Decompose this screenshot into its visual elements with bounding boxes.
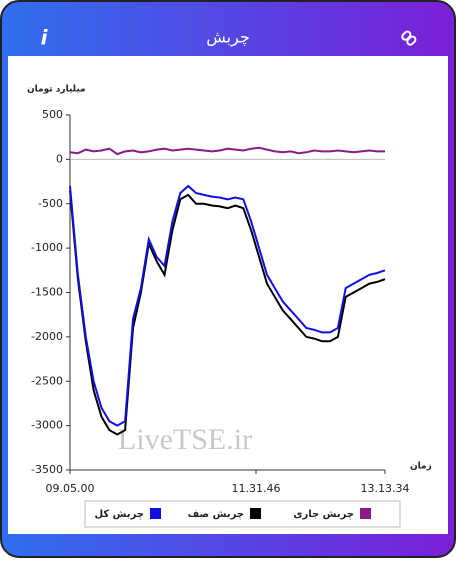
y-axis-label: میلیارد تومان xyxy=(27,85,86,95)
watermark: LiveTSE.ir xyxy=(118,423,252,456)
link-icon[interactable] xyxy=(401,30,417,46)
y-tick-label: 0 xyxy=(56,152,63,165)
series-line xyxy=(69,184,386,427)
y-tick-label: -3500 xyxy=(31,463,63,476)
legend-swatch xyxy=(360,508,371,519)
y-tick-label: -2000 xyxy=(31,330,63,343)
legend-label: چربش کل xyxy=(94,509,144,520)
y-tick-label: 500 xyxy=(42,108,63,121)
x-tick-label: 09.05.00 xyxy=(46,482,95,495)
panel xyxy=(8,56,448,534)
y-tick-label: -1000 xyxy=(31,241,63,254)
series-line xyxy=(69,190,386,436)
x-tick-label: 13.13.34 xyxy=(361,482,410,495)
legend-label: چربش صف xyxy=(188,509,244,520)
series-line xyxy=(69,146,385,156)
legend-label: چربش جاری xyxy=(293,509,354,520)
legend-swatch xyxy=(250,508,261,519)
legend xyxy=(84,500,401,528)
legend-swatch xyxy=(150,508,161,519)
x-axis-label: زمان xyxy=(410,462,432,472)
y-tick-label: -3000 xyxy=(31,419,63,432)
y-tick-label: -2500 xyxy=(31,374,63,387)
x-tick-label: 11.31.46 xyxy=(232,482,281,495)
y-tick-label: -500 xyxy=(38,197,63,210)
info-button[interactable]: i xyxy=(41,26,49,50)
title: چربش xyxy=(206,28,250,48)
y-tick-label: -1500 xyxy=(31,286,63,299)
